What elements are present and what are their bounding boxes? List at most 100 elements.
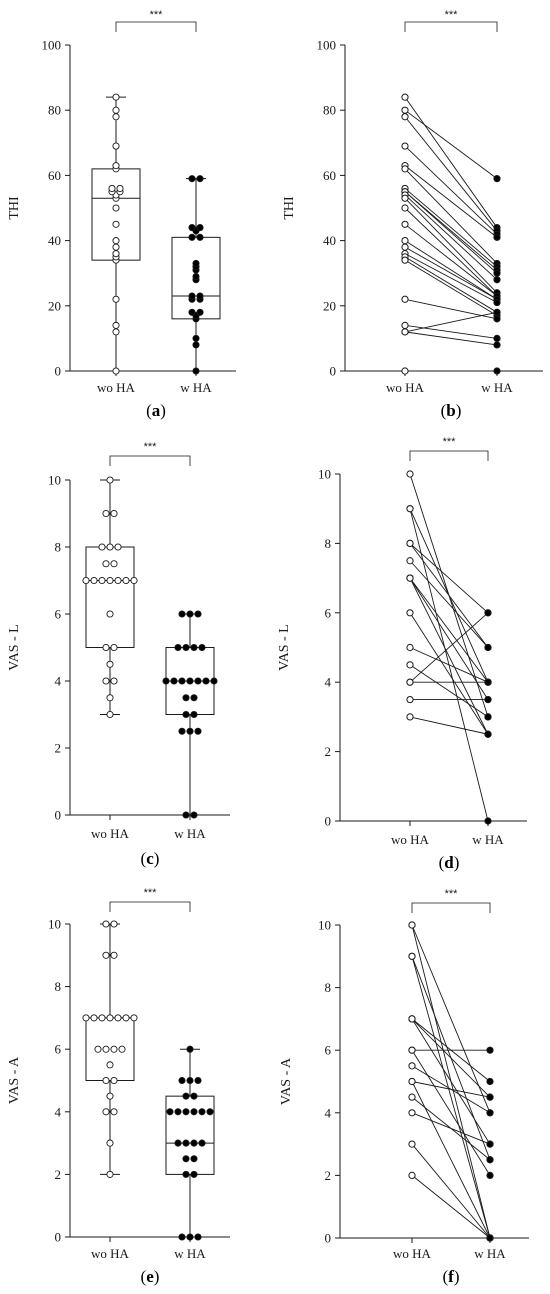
data-point-before bbox=[401, 321, 409, 329]
y-tick-label: 8 bbox=[325, 980, 332, 995]
data-point bbox=[196, 224, 204, 232]
data-point-before bbox=[406, 557, 414, 565]
data-point bbox=[186, 677, 194, 685]
data-point bbox=[178, 1233, 186, 1241]
panel-label: (e) bbox=[141, 1267, 160, 1286]
y-tick-label: 2 bbox=[55, 1167, 62, 1182]
data-point-after bbox=[484, 730, 492, 738]
y-tick-label: 60 bbox=[323, 168, 336, 183]
significance-bracket bbox=[409, 450, 489, 461]
pair-line bbox=[411, 1049, 491, 1176]
data-point bbox=[192, 334, 200, 342]
data-point bbox=[82, 576, 90, 585]
data-point bbox=[186, 1045, 194, 1053]
box-0 bbox=[85, 923, 135, 1175]
data-point-before bbox=[408, 952, 416, 960]
data-point-before bbox=[401, 113, 409, 121]
y-tick-label: 4 bbox=[55, 1104, 62, 1119]
data-point-before bbox=[406, 609, 414, 617]
y-tick-label: 10 bbox=[318, 467, 331, 482]
data-point-before bbox=[408, 1109, 416, 1117]
data-point bbox=[108, 184, 116, 192]
data-point bbox=[186, 1076, 194, 1085]
significance-bracket bbox=[109, 901, 191, 912]
panel-label: (b) bbox=[441, 401, 462, 420]
y-tick-label: 0 bbox=[330, 364, 337, 379]
data-point bbox=[112, 328, 120, 336]
data-point-after bbox=[493, 269, 501, 277]
data-point bbox=[98, 1014, 106, 1022]
x-category-label: w HA bbox=[474, 1246, 506, 1261]
data-point bbox=[196, 308, 204, 316]
pair-line bbox=[404, 188, 498, 268]
data-point bbox=[182, 811, 190, 819]
y-tick-label: 6 bbox=[55, 607, 62, 622]
data-point bbox=[112, 243, 120, 251]
y-tick-label: 20 bbox=[323, 298, 336, 313]
significance-bracket bbox=[411, 902, 491, 913]
significance-bracket bbox=[109, 455, 191, 466]
data-point-before bbox=[401, 142, 409, 150]
pair-line bbox=[404, 253, 498, 303]
data-point bbox=[194, 1076, 202, 1085]
data-point bbox=[194, 677, 202, 685]
data-point bbox=[198, 643, 206, 652]
pair-line bbox=[404, 298, 498, 320]
y-axis-title: VAS - A bbox=[7, 1056, 22, 1104]
pair-line bbox=[409, 508, 489, 683]
x-category-label: w HA bbox=[174, 1246, 206, 1261]
data-point-after bbox=[493, 308, 501, 316]
data-point-after bbox=[484, 695, 492, 704]
data-point bbox=[186, 610, 194, 618]
pair-line bbox=[411, 924, 491, 1113]
panel-letter: f bbox=[448, 1267, 454, 1286]
data-point bbox=[106, 660, 114, 668]
panel-e: 0 2 4 6 8 10 wo HA w HA VAS - A *** (e) bbox=[7, 887, 230, 1286]
pair-line bbox=[409, 716, 489, 735]
panel-d: 0 2 4 6 8 10 wo HA w HA VAS - L *** (d) bbox=[277, 436, 527, 872]
data-point bbox=[102, 1076, 110, 1085]
pair-line bbox=[404, 194, 498, 281]
data-point bbox=[112, 93, 120, 101]
data-point-after bbox=[493, 367, 501, 375]
data-point bbox=[106, 543, 114, 551]
y-tick-label: 10 bbox=[48, 917, 61, 932]
data-point bbox=[188, 233, 196, 241]
y-tick-label: 8 bbox=[325, 536, 332, 551]
pair-line bbox=[411, 1081, 491, 1239]
y-tick-label: 100 bbox=[317, 38, 337, 53]
pair-line bbox=[409, 612, 489, 683]
data-point bbox=[106, 710, 114, 719]
data-point bbox=[106, 694, 114, 702]
data-point bbox=[190, 1155, 198, 1163]
y-tick-label: 40 bbox=[323, 233, 336, 248]
data-point bbox=[196, 292, 204, 300]
significance-label: *** bbox=[445, 888, 459, 900]
significance-bracket bbox=[115, 21, 197, 32]
data-point-before bbox=[401, 256, 409, 264]
y-tick-label: 2 bbox=[55, 741, 62, 756]
data-point bbox=[188, 308, 196, 316]
data-point bbox=[190, 694, 198, 702]
data-point bbox=[188, 292, 196, 300]
data-point bbox=[188, 175, 196, 183]
pair-line bbox=[404, 168, 498, 264]
data-point bbox=[114, 576, 122, 585]
y-tick-label: 6 bbox=[325, 605, 332, 620]
panel-letter: b bbox=[446, 401, 455, 420]
data-point-before bbox=[408, 1140, 416, 1148]
y-tick-label: 4 bbox=[325, 1105, 332, 1120]
data-point-before bbox=[406, 539, 414, 548]
data-point bbox=[188, 224, 196, 232]
data-point bbox=[130, 576, 138, 585]
data-point-before bbox=[401, 367, 409, 375]
pair-line bbox=[411, 1018, 491, 1145]
data-point bbox=[182, 1139, 190, 1147]
data-point bbox=[190, 1108, 198, 1116]
data-point bbox=[112, 162, 120, 170]
data-point-after bbox=[486, 1140, 494, 1148]
data-point bbox=[206, 1108, 214, 1116]
data-point bbox=[170, 677, 178, 685]
data-point bbox=[178, 727, 186, 735]
